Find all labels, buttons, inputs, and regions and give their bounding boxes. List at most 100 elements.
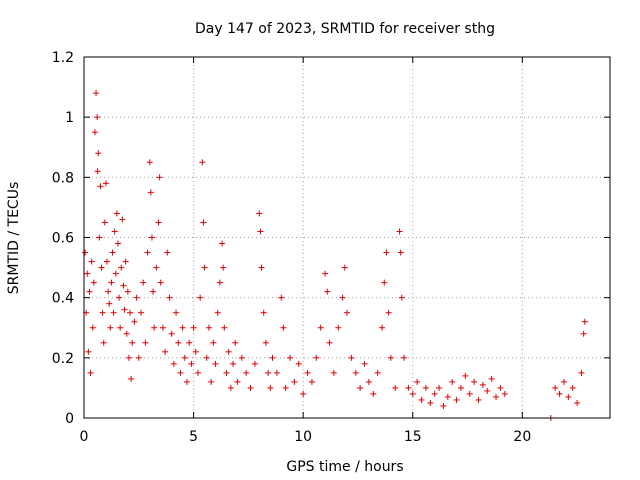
data-point <box>120 282 127 289</box>
data-point <box>184 378 191 385</box>
data-point <box>234 378 241 385</box>
data-point <box>100 339 107 346</box>
data-point <box>479 381 486 388</box>
data-point <box>88 258 95 265</box>
data-point <box>210 339 217 346</box>
axis-ticks <box>83 56 610 419</box>
data-point <box>580 330 587 337</box>
y-tick-label: 0.8 <box>52 170 74 186</box>
y-tick-labels: 0 0.2 0.4 0.6 0.8 1 1.2 <box>52 50 74 427</box>
data-point <box>475 396 482 403</box>
data-point <box>400 354 407 361</box>
data-point <box>427 399 434 406</box>
y-tick-label: 0.4 <box>52 291 74 307</box>
data-point <box>565 393 572 400</box>
y-tick-label: 0 <box>65 411 74 427</box>
data-point <box>556 390 563 397</box>
grid-lines <box>84 57 610 418</box>
data-point <box>177 369 184 376</box>
data-point <box>181 354 188 361</box>
data-point <box>84 270 91 277</box>
x-tick-label: 0 <box>80 429 89 445</box>
data-point <box>137 309 144 316</box>
data-point <box>201 264 208 271</box>
data-point <box>484 387 491 394</box>
data-point <box>122 258 129 265</box>
data-point <box>418 396 425 403</box>
data-point <box>287 354 294 361</box>
data-point <box>219 240 226 247</box>
data-point <box>313 354 320 361</box>
data-point <box>90 279 97 286</box>
data-point <box>453 396 460 403</box>
data-point <box>125 354 132 361</box>
data-point <box>304 369 311 376</box>
data-point <box>97 183 104 190</box>
plot-frame <box>83 56 611 419</box>
data-point <box>397 249 404 256</box>
data-point <box>104 258 111 265</box>
data-point <box>110 309 117 316</box>
data-point <box>94 114 101 121</box>
data-point <box>93 90 100 97</box>
data-point <box>170 360 177 367</box>
data-point <box>112 270 119 277</box>
data-point <box>156 174 163 181</box>
data-point <box>230 360 237 367</box>
data-point <box>150 288 157 295</box>
data-point <box>374 369 381 376</box>
data-point <box>232 339 239 346</box>
data-point <box>409 390 416 397</box>
data-point <box>449 378 456 385</box>
data-point <box>89 324 96 331</box>
data-point <box>344 309 350 316</box>
data-point <box>190 324 197 331</box>
data-point <box>431 390 438 397</box>
data-point <box>148 234 155 241</box>
data-point <box>101 219 108 226</box>
x-tick-labels: 0 5 10 15 20 <box>80 429 532 445</box>
data-point <box>159 324 166 331</box>
data-point <box>405 384 412 391</box>
data-point <box>493 393 500 400</box>
data-point <box>118 264 125 271</box>
data-point <box>164 249 171 256</box>
x-tick-label: 10 <box>294 429 312 445</box>
data-point <box>105 288 112 295</box>
data-point <box>422 384 429 391</box>
data-point <box>128 375 135 382</box>
data-point <box>501 390 508 397</box>
data-point <box>203 354 210 361</box>
data-point <box>267 384 274 391</box>
data-point <box>214 309 221 316</box>
data-point <box>114 240 121 247</box>
data-point <box>166 294 173 301</box>
data-point <box>370 390 377 397</box>
data-point <box>107 324 114 331</box>
data-point <box>238 354 245 361</box>
data-point <box>398 294 405 301</box>
data-point <box>155 219 162 226</box>
data-point <box>322 270 329 277</box>
data-point <box>379 324 386 331</box>
data-point <box>109 249 116 256</box>
x-tick-label: 20 <box>513 429 531 445</box>
data-point <box>440 402 447 409</box>
data-point <box>300 390 307 397</box>
data-point <box>108 279 115 286</box>
data-point <box>157 279 164 286</box>
data-point <box>462 372 469 379</box>
data-point <box>223 369 230 376</box>
data-point <box>385 309 392 316</box>
y-tick-label: 1.2 <box>52 50 74 66</box>
data-point <box>220 264 227 271</box>
data-point <box>146 159 153 166</box>
data-point <box>444 393 451 400</box>
data-point <box>205 324 212 331</box>
data-point <box>127 309 134 316</box>
data-point <box>335 324 342 331</box>
data-point <box>91 129 98 136</box>
data-point <box>466 390 473 397</box>
data-point <box>488 375 495 382</box>
data-point <box>175 339 182 346</box>
